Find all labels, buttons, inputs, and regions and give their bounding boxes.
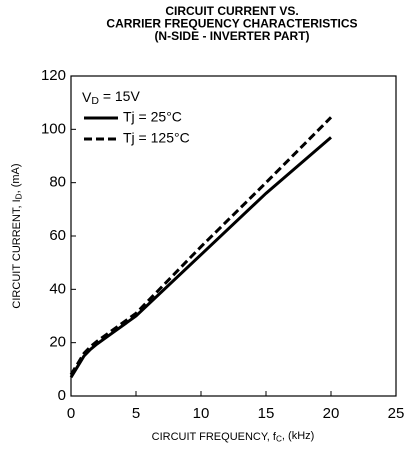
- y-axis-label-main: CIRCUIT CURRENT, I: [11, 199, 23, 308]
- x-axis-label-main: CIRCUIT FREQUENCY, f: [152, 431, 277, 443]
- x-tick-label: 15: [258, 405, 275, 422]
- x-tick-label: 5: [132, 405, 140, 422]
- x-tick-label: 0: [67, 405, 75, 422]
- y-tick-label: 120: [41, 67, 66, 84]
- annotation-rest: = 15V: [99, 88, 141, 104]
- x-axis-label-sub: C: [276, 435, 282, 444]
- annotation-main: V: [82, 89, 92, 105]
- y-tick-label: 80: [49, 174, 66, 191]
- x-axis-label: CIRCUIT FREQUENCY, fC, (kHz): [152, 430, 315, 444]
- chart-title: CIRCUIT CURRENT VS.: [165, 4, 298, 18]
- y-axis-label-sub: D: [15, 193, 24, 199]
- y-tick-label: 60: [49, 227, 66, 244]
- legend-label: Tj = 125°C: [123, 130, 190, 146]
- chart-title: CARRIER FREQUENCY CHARACTERISTICS: [106, 17, 357, 31]
- x-tick-label: 25: [388, 405, 405, 422]
- y-axis-label-rest: , (mA): [10, 163, 22, 193]
- annotation: VD = 15V: [82, 88, 140, 107]
- legend-label: Tj = 25°C: [123, 109, 182, 125]
- x-tick-label: 20: [323, 405, 340, 422]
- x-tick-label: 10: [193, 405, 210, 422]
- y-tick-label: 0: [58, 387, 66, 404]
- y-tick-label: 40: [49, 280, 66, 297]
- y-tick-label: 100: [41, 120, 66, 137]
- series-line: [69, 116, 333, 376]
- chart-title: (N-SIDE - INVERTER PART): [154, 29, 309, 43]
- x-axis-label-rest: , (kHz): [282, 430, 314, 442]
- y-axis-label: CIRCUIT CURRENT, ID, (mA): [10, 163, 24, 308]
- y-tick-label: 20: [49, 334, 66, 351]
- series-line: [69, 136, 332, 379]
- plot-frame: [70, 75, 397, 397]
- annotation-sub: D: [91, 95, 99, 107]
